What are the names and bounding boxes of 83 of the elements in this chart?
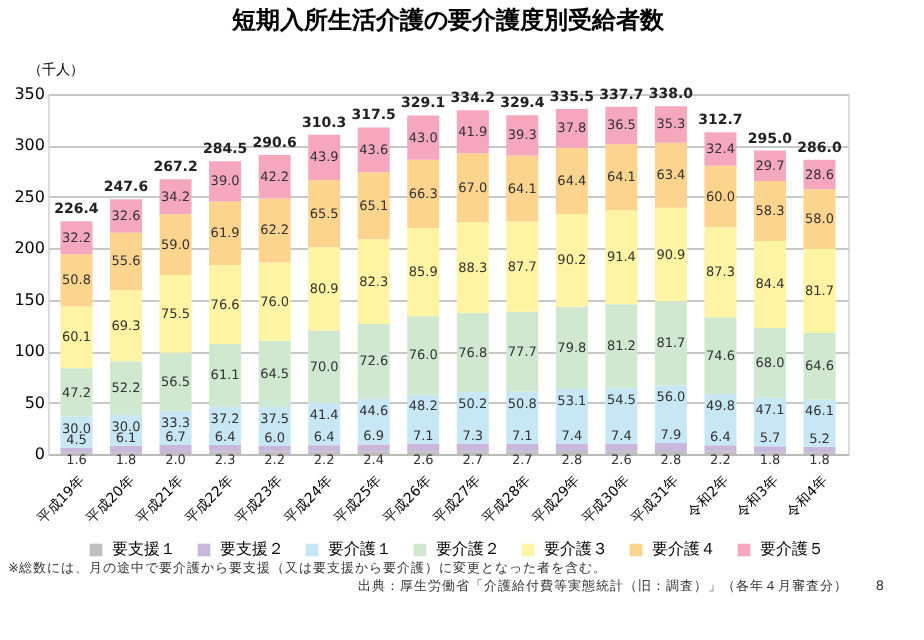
bar: [407, 444, 440, 452]
bar: [209, 445, 242, 452]
bar: [407, 316, 440, 395]
bar: [407, 227, 440, 317]
bar: [803, 189, 836, 249]
legend-label: 要介護５: [760, 540, 824, 558]
legend-label: 要介護３: [544, 540, 608, 558]
bar: [753, 241, 786, 328]
bar: [753, 446, 786, 453]
bar: [803, 332, 836, 400]
bar: [506, 155, 539, 222]
bar: [605, 443, 638, 452]
chart-title: 短期入所生活介護の要介護度別受給者数: [230, 6, 666, 34]
bar: [506, 311, 539, 392]
bar: [605, 210, 638, 305]
bar: [654, 442, 687, 452]
bar: [407, 115, 440, 160]
y-tick-label: 250: [14, 187, 45, 206]
bar: [704, 445, 737, 452]
bar: [258, 262, 291, 341]
bar: [258, 340, 291, 407]
bar: [456, 110, 489, 154]
bar: [159, 214, 192, 276]
bar: [159, 445, 192, 452]
bar: [555, 147, 588, 215]
bar: [110, 232, 143, 291]
bar: [308, 179, 341, 248]
bar: [159, 352, 192, 411]
bar: [209, 343, 242, 407]
bar: [357, 172, 390, 240]
bar: [357, 444, 390, 452]
bar: [357, 127, 390, 173]
bar: [605, 144, 638, 211]
bar: [110, 361, 143, 416]
bar: [456, 222, 489, 314]
bar: [704, 165, 737, 228]
bar: [159, 275, 192, 353]
bar: [803, 446, 836, 453]
bar: [803, 248, 836, 333]
bar: [654, 301, 687, 386]
bar: [357, 239, 390, 324]
bar: [506, 443, 539, 452]
bar: [506, 221, 539, 312]
bar: [456, 153, 489, 223]
bar: [753, 181, 786, 242]
bar: [555, 306, 588, 389]
bar: [555, 443, 588, 452]
bar: [110, 445, 143, 453]
bar: [258, 198, 291, 263]
bar: [555, 214, 588, 307]
y-tick-label: 200: [14, 239, 45, 258]
bar: [605, 304, 638, 388]
y-tick-label: 300: [14, 136, 45, 155]
bar: [654, 207, 687, 302]
bar: [60, 306, 93, 369]
bar: [209, 265, 242, 344]
y-tick-label: 100: [14, 342, 45, 361]
legend-label: 要介護１: [328, 540, 392, 558]
bar: [209, 201, 242, 266]
bar: [357, 323, 390, 399]
legend-label: 要介護２: [436, 540, 500, 558]
bar: [308, 247, 341, 331]
legend-label: 要支援２: [220, 540, 284, 558]
bar: [456, 313, 489, 393]
bar: [704, 317, 737, 394]
bar: [60, 254, 93, 307]
bar: [407, 159, 440, 228]
y-tick-label: 150: [14, 290, 45, 309]
bar: [308, 330, 341, 403]
bar: [456, 443, 489, 452]
legend-label: 要介護４: [652, 540, 716, 558]
legend-label: 要支援１: [112, 540, 176, 558]
y-tick-label: 0: [34, 445, 45, 463]
y-tick-label: 350: [14, 85, 45, 103]
y-tick-label: 50: [24, 393, 45, 412]
bar: [258, 155, 291, 199]
bar: [110, 290, 143, 362]
bar: [654, 142, 687, 208]
bar: [753, 327, 786, 398]
bar: [258, 445, 291, 452]
bar: [704, 227, 737, 318]
bar: [60, 368, 93, 417]
bar: [308, 445, 341, 452]
